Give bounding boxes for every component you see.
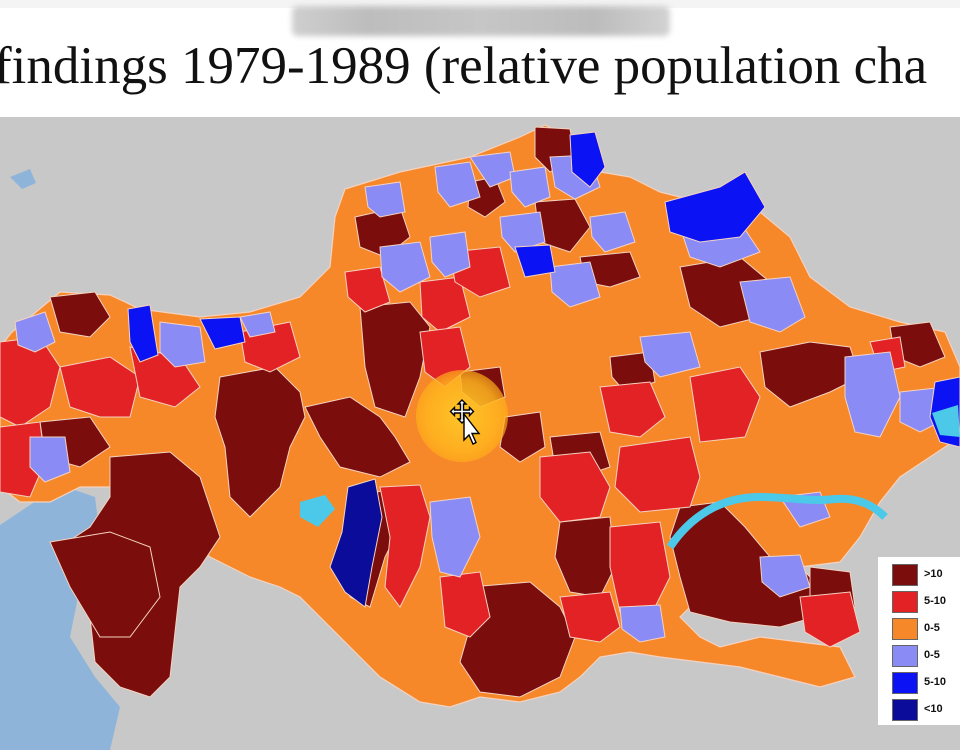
region-lavender	[759, 554, 811, 598]
region-dark-red	[499, 411, 546, 463]
legend-swatch	[892, 591, 918, 613]
region-red	[419, 276, 471, 333]
region-red	[799, 591, 861, 648]
region-red	[614, 436, 701, 513]
region-blue	[199, 316, 246, 350]
region-blue	[569, 131, 606, 188]
lake-small-west	[300, 495, 335, 527]
legend-swatch	[892, 672, 918, 694]
region-dark-red	[49, 531, 161, 638]
legend-swatch	[892, 645, 918, 667]
region-lavender	[14, 311, 56, 353]
move-cursor-icon	[449, 399, 481, 445]
region-lavender	[379, 241, 431, 293]
region-red	[59, 356, 141, 418]
region-lavender	[619, 604, 666, 643]
region-dark-red	[49, 291, 111, 338]
region-dark-red	[304, 396, 411, 478]
region-red	[379, 484, 431, 608]
legend-item: >10	[892, 564, 960, 586]
lake-zaysan	[932, 405, 960, 437]
lake-northwest	[10, 169, 36, 189]
region-blue	[664, 171, 766, 243]
legend-label: >10	[924, 568, 943, 580]
region-lavender	[364, 181, 406, 218]
region-red	[539, 451, 611, 523]
region-lavender	[509, 166, 551, 208]
region-lavender	[429, 496, 481, 578]
legend-swatch	[892, 699, 918, 721]
legend-item: 0-5	[892, 618, 960, 640]
region-lavender	[239, 311, 276, 338]
region-lavender	[159, 321, 206, 368]
region-red	[439, 571, 491, 638]
choropleth-map	[0, 117, 960, 750]
legend-swatch	[892, 618, 918, 640]
legend-label: 0-5	[924, 649, 940, 661]
region-blue	[514, 244, 556, 278]
blurred-tab-title	[292, 6, 670, 36]
legend-item: <10	[892, 699, 960, 721]
region-lavender	[549, 261, 601, 308]
region-lavender	[589, 211, 636, 253]
legend-swatch	[892, 564, 918, 586]
region-dark-red	[214, 366, 306, 518]
legend-item: 0-5	[892, 645, 960, 667]
region-red	[344, 266, 391, 313]
legend-item: 5-10	[892, 672, 960, 694]
region-navy	[329, 478, 383, 608]
region-lavender	[739, 276, 806, 333]
window-top-bar	[0, 0, 960, 8]
legend-label: 0-5	[924, 622, 940, 634]
legend-label: <10	[924, 703, 943, 715]
region-lavender	[639, 331, 701, 378]
legend-label: 5-10	[924, 595, 947, 607]
legend-item: 5-10	[892, 591, 960, 613]
region-dark-red	[359, 301, 431, 418]
region-blue	[127, 304, 159, 363]
region-red	[599, 381, 666, 438]
legend-label: 5-10	[924, 676, 947, 688]
slide-title: findings 1979-1989 (relative population …	[0, 37, 928, 95]
region-lavender	[29, 436, 71, 483]
region-lavender	[844, 351, 901, 438]
lake-balkhash	[666, 492, 888, 550]
region-lavender	[434, 161, 481, 208]
region-red	[689, 366, 761, 443]
map-legend: >10 5-10 0-5 0-5 5-10 <10	[877, 556, 960, 726]
region-lavender	[429, 231, 471, 278]
region-red	[559, 591, 621, 643]
